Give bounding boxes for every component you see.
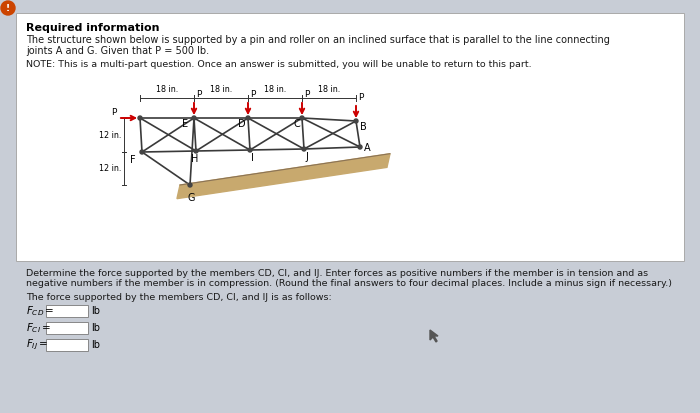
Circle shape bbox=[192, 116, 196, 120]
Text: $F_{IJ}=$: $F_{IJ}=$ bbox=[26, 338, 48, 352]
Text: Required information: Required information bbox=[26, 23, 160, 33]
Text: 12 in.: 12 in. bbox=[99, 131, 121, 140]
Text: G: G bbox=[188, 193, 195, 203]
Text: B: B bbox=[360, 122, 367, 132]
Circle shape bbox=[138, 116, 142, 120]
Circle shape bbox=[302, 147, 306, 151]
Text: P: P bbox=[196, 90, 202, 99]
Text: $F_{CD}=$: $F_{CD}=$ bbox=[26, 304, 55, 318]
Text: E: E bbox=[182, 119, 188, 129]
Circle shape bbox=[140, 150, 144, 154]
Text: 18 in.: 18 in. bbox=[210, 85, 232, 94]
Text: P: P bbox=[358, 93, 363, 102]
Text: P: P bbox=[250, 90, 255, 99]
Text: !: ! bbox=[6, 4, 10, 13]
Text: negative numbers if the member is in compression. (Round the final answers to fo: negative numbers if the member is in com… bbox=[26, 279, 672, 288]
Text: C: C bbox=[293, 119, 300, 129]
Bar bbox=[46, 322, 88, 334]
Text: lb: lb bbox=[91, 340, 100, 350]
Bar bbox=[46, 305, 88, 317]
Circle shape bbox=[1, 1, 15, 15]
Text: 18 in.: 18 in. bbox=[156, 85, 178, 94]
Text: NOTE: This is a multi-part question. Once an answer is submitted, you will be un: NOTE: This is a multi-part question. Onc… bbox=[26, 60, 531, 69]
Text: A: A bbox=[364, 143, 370, 153]
Circle shape bbox=[354, 119, 358, 123]
Text: 12 in.: 12 in. bbox=[99, 164, 121, 173]
Text: lb: lb bbox=[91, 306, 100, 316]
Circle shape bbox=[194, 149, 198, 153]
Text: The force supported by the members CD, CI, and IJ is as follows:: The force supported by the members CD, C… bbox=[26, 293, 332, 302]
Text: D: D bbox=[239, 119, 246, 129]
Text: The structure shown below is supported by a pin and roller on an inclined surfac: The structure shown below is supported b… bbox=[26, 35, 610, 45]
Text: P: P bbox=[304, 90, 309, 99]
Polygon shape bbox=[177, 154, 390, 199]
Polygon shape bbox=[430, 330, 438, 342]
Circle shape bbox=[358, 145, 362, 149]
Text: 18 in.: 18 in. bbox=[318, 85, 340, 94]
Bar bbox=[46, 339, 88, 351]
Text: H: H bbox=[191, 154, 199, 164]
Text: P: P bbox=[111, 108, 117, 117]
Bar bbox=[16, 13, 684, 261]
Circle shape bbox=[246, 116, 250, 120]
Text: joints A and G. Given that P = 500 lb.: joints A and G. Given that P = 500 lb. bbox=[26, 46, 209, 56]
Text: J: J bbox=[305, 152, 308, 162]
Text: $F_{CI}=$: $F_{CI}=$ bbox=[26, 321, 51, 335]
Circle shape bbox=[300, 116, 304, 120]
Text: F: F bbox=[130, 155, 136, 165]
Text: Determine the force supported by the members CD, CI, and IJ. Enter forces as pos: Determine the force supported by the mem… bbox=[26, 269, 648, 278]
Text: 18 in.: 18 in. bbox=[264, 85, 286, 94]
Circle shape bbox=[248, 148, 252, 152]
Text: lb: lb bbox=[91, 323, 100, 333]
Text: I: I bbox=[251, 153, 254, 163]
Circle shape bbox=[188, 183, 192, 187]
